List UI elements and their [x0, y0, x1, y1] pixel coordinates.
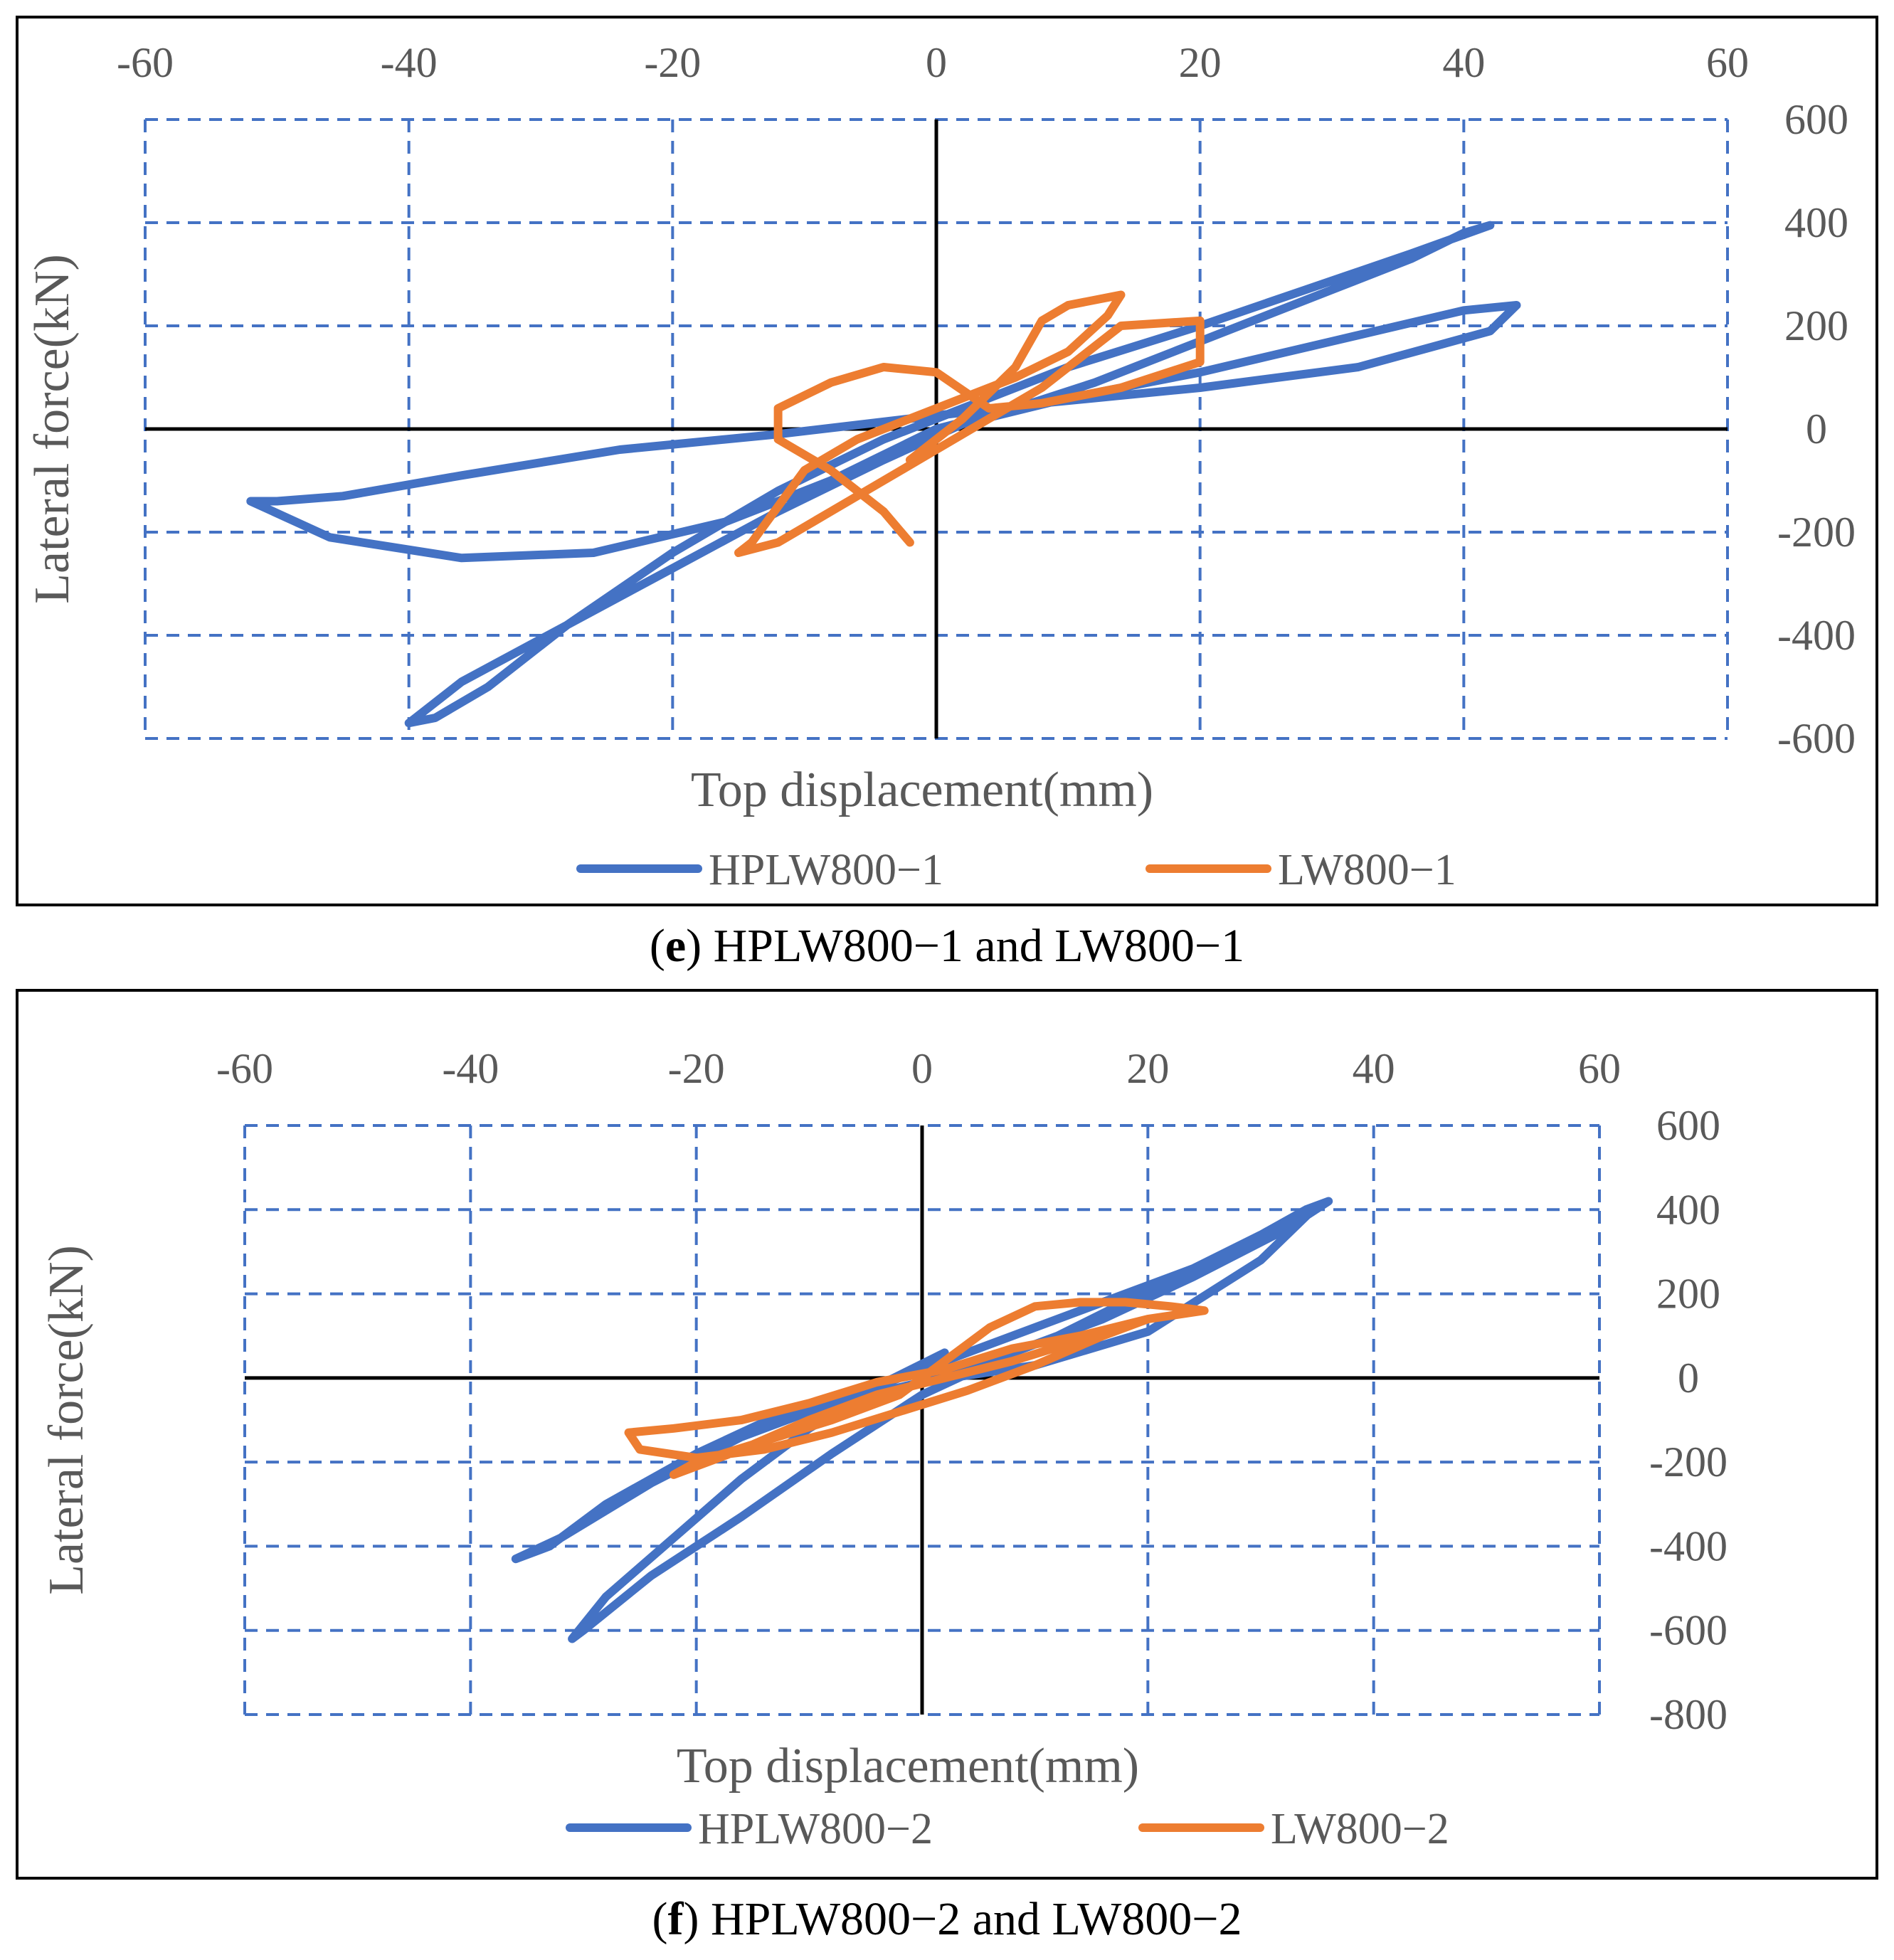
- y-tick-label: 0: [1678, 1355, 1699, 1402]
- y-tick-label: 200: [1784, 302, 1848, 349]
- x-tick-label: 20: [1179, 39, 1222, 86]
- caption-e-label: e: [665, 920, 687, 972]
- x-tick-label: 40: [1353, 1045, 1395, 1092]
- series-line-lw: [734, 290, 1205, 557]
- caption-f-label: f: [667, 1893, 684, 1945]
- y-tick-label: 200: [1656, 1271, 1720, 1318]
- caption-e-text: HPLW800−1 and LW800−1: [713, 920, 1245, 972]
- x-axis-title: Top displacement(mm): [677, 1739, 1139, 1794]
- legend-label-lw: LW800−1: [1278, 846, 1456, 894]
- y-tick-label: -400: [1777, 612, 1856, 659]
- y-tick-label: -600: [1777, 715, 1856, 762]
- y-tick-label: 600: [1784, 96, 1848, 143]
- chart-panel-e: -60 -40 -20 0 20 40 60 600 400 200 0 -200 -400 -600 To…: [16, 16, 1878, 906]
- y-tick-label: 600: [1656, 1102, 1720, 1149]
- y-tick-label: -800: [1649, 1691, 1728, 1738]
- x-tick-label: 60: [1578, 1045, 1621, 1092]
- legend-label-lw: LW800−2: [1271, 1805, 1449, 1853]
- chart-panel-f: -60 -40 -20 0 20 40 60 600 400 200 0 -200 -400 -600 -8…: [16, 989, 1878, 1880]
- y-tick-label: 400: [1656, 1186, 1720, 1233]
- x-tick-label: -40: [442, 1045, 499, 1092]
- x-tick-label: -20: [644, 39, 701, 86]
- y-axis-title: Lateral force(kN): [39, 1245, 94, 1595]
- legend-label-hplw: HPLW800−1: [709, 846, 943, 894]
- x-tick-label: -20: [668, 1045, 725, 1092]
- y-tick-label: 400: [1784, 199, 1848, 246]
- y-axis-title: Lateral force(kN): [25, 254, 80, 604]
- series-line-hplw: [511, 1197, 1333, 1643]
- x-tick-label: 40: [1442, 39, 1485, 86]
- x-tick-label: -40: [381, 39, 438, 86]
- y-tick-label: -200: [1777, 509, 1856, 556]
- x-axis-title: Top displacement(mm): [691, 763, 1153, 817]
- chart-f-svg: -60 -40 -20 0 20 40 606004002000-200-400-600-8…: [39, 1045, 1728, 1853]
- caption-f: (f) HPLW800−2 and LW800−2: [652, 1893, 1242, 1945]
- x-tick-label: 0: [926, 39, 947, 86]
- legend-label-hplw: HPLW800−2: [698, 1805, 933, 1853]
- x-tick-label: -60: [117, 39, 174, 86]
- y-tick-label: 0: [1806, 406, 1827, 452]
- x-tick-label: -60: [216, 1045, 273, 1092]
- y-tick-label: -200: [1649, 1439, 1728, 1485]
- chart-e-svg: -60 -40 -20 0 20 40 606004002000-200-400-600To…: [25, 39, 1856, 894]
- y-tick-label: -600: [1649, 1607, 1728, 1654]
- x-tick-label: 0: [911, 1045, 933, 1092]
- x-tick-label: 20: [1126, 1045, 1169, 1092]
- series-line-lw: [624, 1298, 1209, 1479]
- series-line-hplw: [246, 221, 1521, 728]
- caption-f-text: HPLW800−2 and LW800−2: [710, 1893, 1242, 1945]
- caption-e: (e) HPLW800−1 and LW800−1: [649, 920, 1245, 972]
- x-tick-label: 60: [1706, 39, 1749, 86]
- y-tick-label: -400: [1649, 1522, 1728, 1569]
